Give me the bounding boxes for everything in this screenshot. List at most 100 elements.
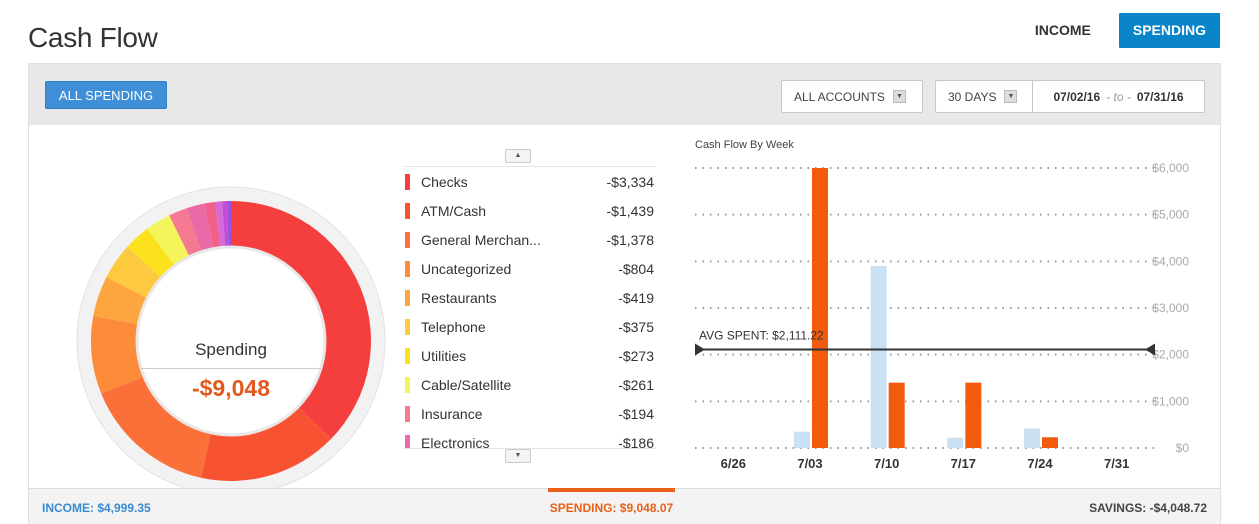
category-name: Restaurants: [421, 289, 497, 306]
donut-slice[interactable]: [201, 406, 332, 482]
income-total[interactable]: INCOME: $4,999.35: [42, 501, 151, 515]
bar[interactable]: [1042, 437, 1058, 448]
donut-slice[interactable]: [106, 246, 162, 299]
category-name: Insurance: [421, 405, 483, 422]
cash-flow-panel: ALL SPENDING ALL ACCOUNTS ▼ 30 DAYS ▼ 07…: [28, 63, 1221, 524]
category-row[interactable]: Insurance -$194: [403, 399, 655, 428]
category-name: ATM/Cash: [421, 202, 487, 219]
bar[interactable]: [794, 431, 810, 448]
x-tick-label: 6/26: [721, 456, 746, 471]
x-tick-label: 7/17: [951, 456, 976, 471]
donut-slice[interactable]: [204, 201, 221, 249]
category-swatch: [405, 318, 410, 335]
all-spending-button[interactable]: ALL SPENDING: [45, 81, 167, 109]
donut-total: -$9,048: [191, 375, 270, 401]
chart-title: Cash Flow By Week: [695, 139, 794, 151]
average-marker[interactable]: [695, 343, 705, 356]
category-name: Uncategorized: [421, 260, 512, 277]
category-swatch: [405, 289, 410, 306]
category-swatch: [405, 260, 410, 277]
category-list: Checks -$3,334 ATM/Cash -$1,439 General Merc…: [403, 166, 655, 449]
bar[interactable]: [888, 382, 905, 448]
donut-slice[interactable]: [222, 201, 229, 248]
spending-donut[interactable]: Spending -$9,048: [76, 186, 386, 496]
date-separator: - to -: [1106, 89, 1131, 104]
chevron-down-icon: ▼: [892, 90, 906, 103]
category-row[interactable]: Telephone -$375: [403, 312, 655, 341]
y-tick-label: $4,000: [1152, 254, 1189, 268]
date-from[interactable]: 07/02/16: [1053, 89, 1101, 104]
donut-slice[interactable]: [127, 228, 175, 278]
category-row[interactable]: Electronics -$186: [403, 428, 655, 449]
average-marker[interactable]: [1145, 343, 1155, 356]
x-tick-label: 7/10: [874, 456, 899, 471]
category-amount: -$186: [618, 434, 654, 449]
donut-slice[interactable]: [215, 201, 226, 248]
donut-slice[interactable]: [186, 203, 214, 252]
summary-footer: INCOME: $4,999.35 SPENDING: $9,048.07 SA…: [29, 488, 1220, 524]
view-tabs: INCOME SPENDING: [1020, 13, 1220, 48]
category-amount: -$194: [618, 405, 654, 422]
donut-slice[interactable]: [231, 201, 371, 439]
category-row[interactable]: ATM/Cash -$1,439: [403, 196, 655, 225]
category-swatch: [405, 347, 410, 364]
category-name: Checks: [421, 173, 468, 190]
category-amount: -$804: [618, 260, 654, 277]
period-select-label: 30 DAYS: [948, 89, 997, 104]
bar[interactable]: [812, 168, 828, 448]
category-amount: -$375: [618, 318, 654, 335]
filter-bar: ALL SPENDING ALL ACCOUNTS ▼ 30 DAYS ▼ 07…: [29, 64, 1220, 125]
donut-slice[interactable]: [101, 376, 211, 478]
category-name: Telephone: [421, 318, 486, 335]
category-name: Cable/Satellite: [421, 376, 512, 393]
donut-slice[interactable]: [93, 277, 148, 325]
category-row[interactable]: Checks -$3,334: [403, 167, 655, 196]
category-row[interactable]: Utilities -$273: [403, 341, 655, 370]
bar[interactable]: [947, 437, 964, 448]
category-amount: -$261: [618, 376, 654, 393]
cash-flow-chart: $0 $1,000 $2,000 $3,000 $4,000 $5,000 $6,000 6/…: [689, 134, 1209, 479]
y-tick-label: $1,000: [1152, 394, 1189, 408]
y-tick-label: $0: [1176, 441, 1190, 455]
period-select[interactable]: 30 DAYS ▼: [935, 80, 1033, 113]
x-tick-label: 7/31: [1104, 456, 1129, 471]
x-tick-label: 7/03: [797, 456, 822, 471]
category-name: Utilities: [421, 347, 467, 364]
donut-chart[interactable]: [76, 186, 386, 496]
donut-hole: [135, 245, 327, 437]
tab-income[interactable]: INCOME: [1020, 13, 1105, 48]
category-row[interactable]: General Merchan... -$1,378: [403, 225, 655, 254]
category-amount: -$1,378: [606, 231, 654, 248]
bar[interactable]: [1024, 428, 1040, 448]
tab-spending[interactable]: SPENDING: [1118, 13, 1220, 48]
savings-total[interactable]: SAVINGS: -$4,048.72: [1089, 501, 1207, 515]
category-row[interactable]: Restaurants -$419: [403, 283, 655, 312]
category-row[interactable]: Uncategorized -$804: [403, 254, 655, 283]
bar-chart: $0 $1,000 $2,000 $3,000 $4,000 $5,000 $6,000 6/…: [695, 161, 1190, 471]
average-label: AVG SPENT: $2,111.22: [699, 328, 824, 342]
category-name: General Merchan...: [421, 231, 541, 248]
y-tick-label: $6,000: [1152, 161, 1189, 175]
category-row[interactable]: Cable/Satellite -$261: [403, 370, 655, 399]
category-swatch: [405, 173, 410, 190]
category-name: Electronics: [421, 434, 490, 449]
chevron-down-icon: ▼: [1004, 90, 1018, 103]
bar[interactable]: [870, 266, 887, 448]
date-to[interactable]: 07/31/16: [1136, 89, 1184, 104]
x-tick-label: 7/24: [1027, 456, 1053, 471]
donut-slice[interactable]: [147, 215, 190, 266]
date-range[interactable]: 07/02/16 - to - 07/31/16: [1032, 80, 1205, 113]
bar[interactable]: [965, 382, 982, 448]
scroll-up-button[interactable]: ▲: [505, 149, 531, 163]
donut-slice[interactable]: [169, 208, 202, 257]
donut-slice[interactable]: [90, 315, 144, 394]
divider: [141, 368, 321, 369]
donut-slice[interactable]: [227, 201, 231, 248]
accounts-select[interactable]: ALL ACCOUNTS ▼: [781, 80, 923, 113]
category-amount: -$3,334: [606, 173, 654, 190]
spending-total[interactable]: SPENDING: $9,048.07: [548, 488, 675, 524]
category-amount: -$1,439: [606, 202, 654, 219]
scroll-down-button[interactable]: ▼: [505, 449, 531, 463]
donut-label: Spending: [195, 340, 267, 359]
y-tick-label: $2,000: [1152, 348, 1189, 362]
